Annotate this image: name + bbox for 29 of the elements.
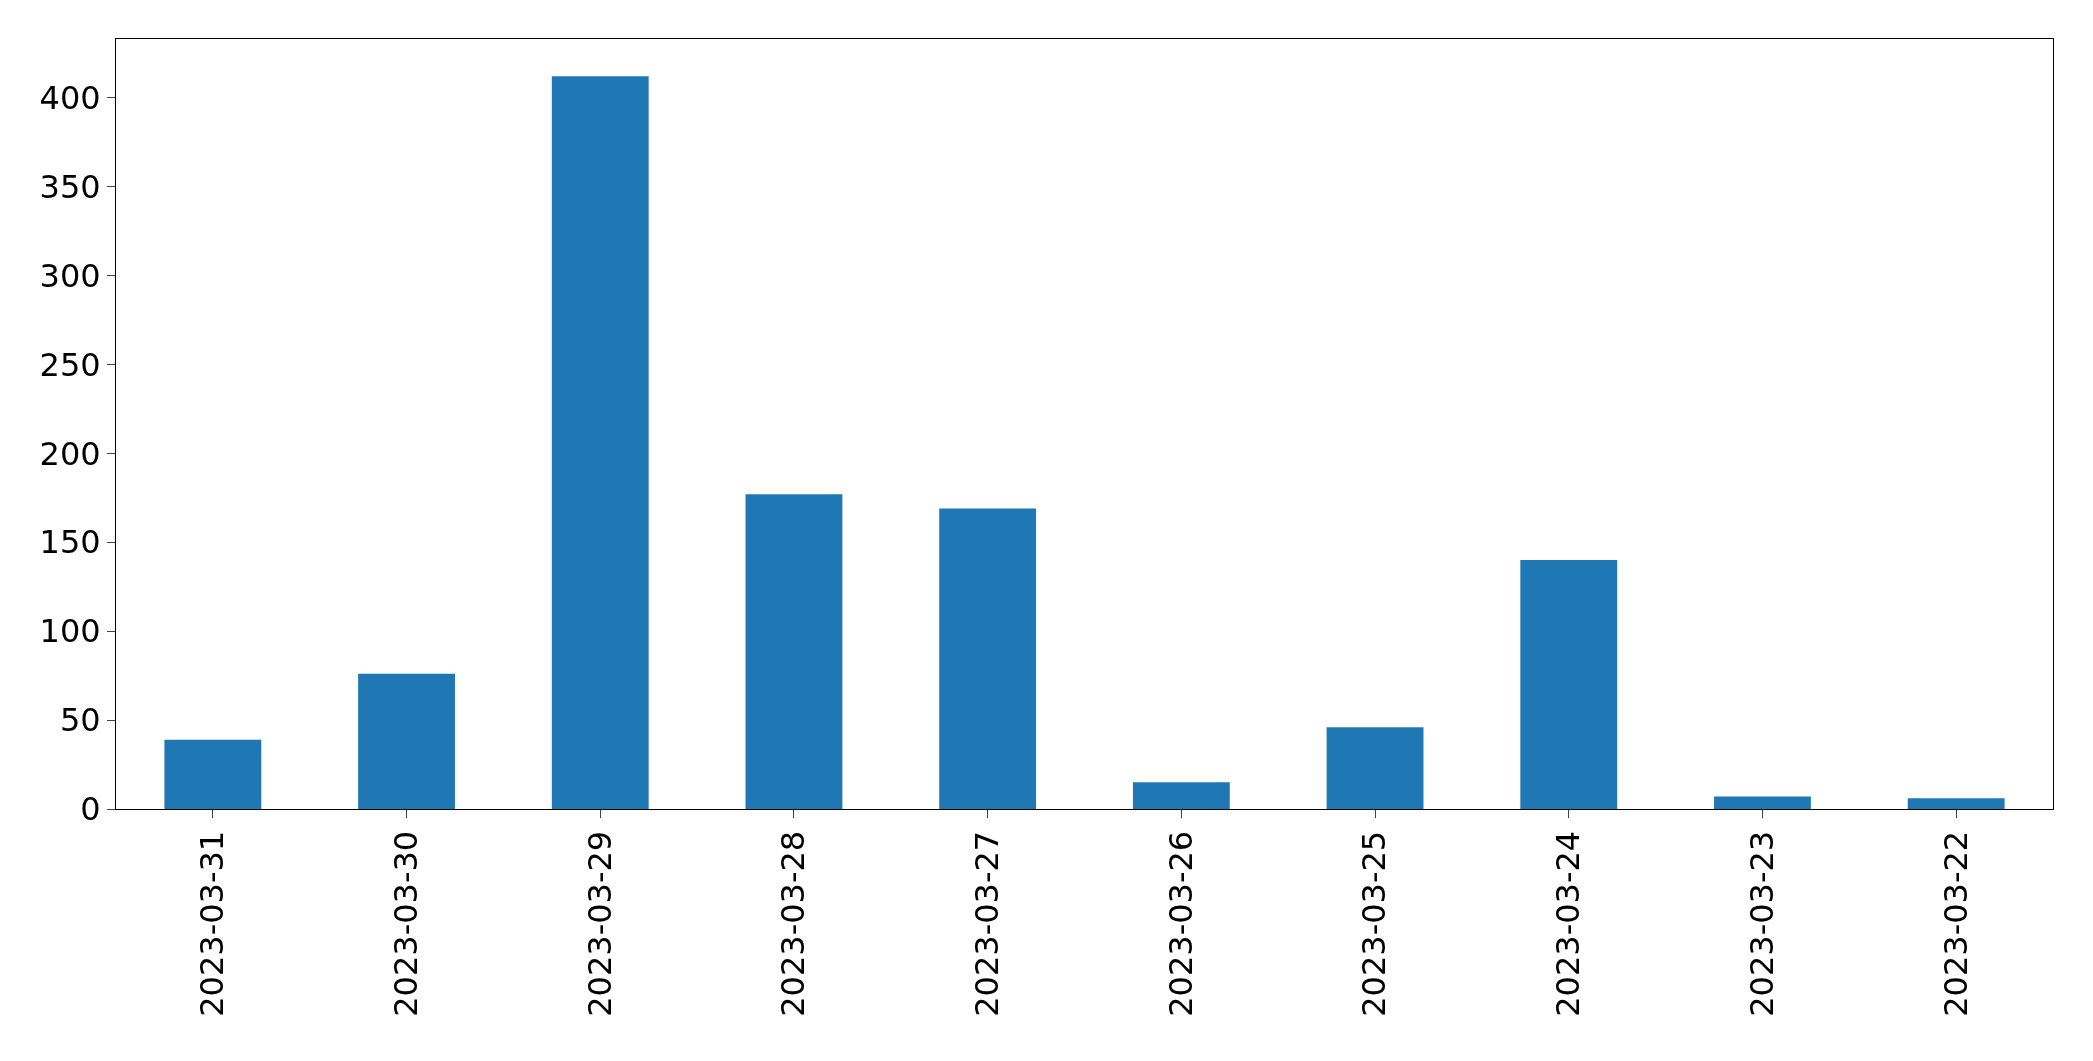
bar [1714,796,1811,809]
x-tick-label: 2023-03-31 [193,830,232,1017]
y-tick-label: 300 [39,256,101,295]
x-tick-label: 2023-03-28 [774,830,813,1017]
bar [745,494,843,809]
x-tick-label: 2023-03-30 [386,830,425,1017]
bar [1907,798,2005,809]
y-tick-label: 150 [39,523,101,562]
y-tick-label: 50 [59,701,101,740]
x-tick-label: 2023-03-23 [1742,830,1781,1017]
x-tick-label: 2023-03-24 [1549,830,1588,1017]
y-tick-label: 350 [39,167,101,206]
x-tick-label: 2023-03-22 [1936,830,1975,1017]
y-tick-label: 250 [39,345,101,384]
bar [1520,560,1618,809]
x-tick-label: 2023-03-29 [580,830,619,1017]
bar [358,673,455,809]
y-tick-label: 400 [39,78,101,117]
x-tick-label: 2023-03-27 [968,830,1007,1017]
bar [939,508,1037,809]
bar [1132,782,1230,809]
x-tick-label: 2023-03-26 [1161,830,1200,1017]
y-tick-label: 0 [80,790,101,829]
bar [1326,727,1424,809]
bar [164,739,262,809]
x-tick-label: 2023-03-25 [1355,830,1394,1017]
bar [551,76,649,809]
y-tick-label: 100 [39,612,101,651]
y-tick-label: 200 [39,434,101,473]
